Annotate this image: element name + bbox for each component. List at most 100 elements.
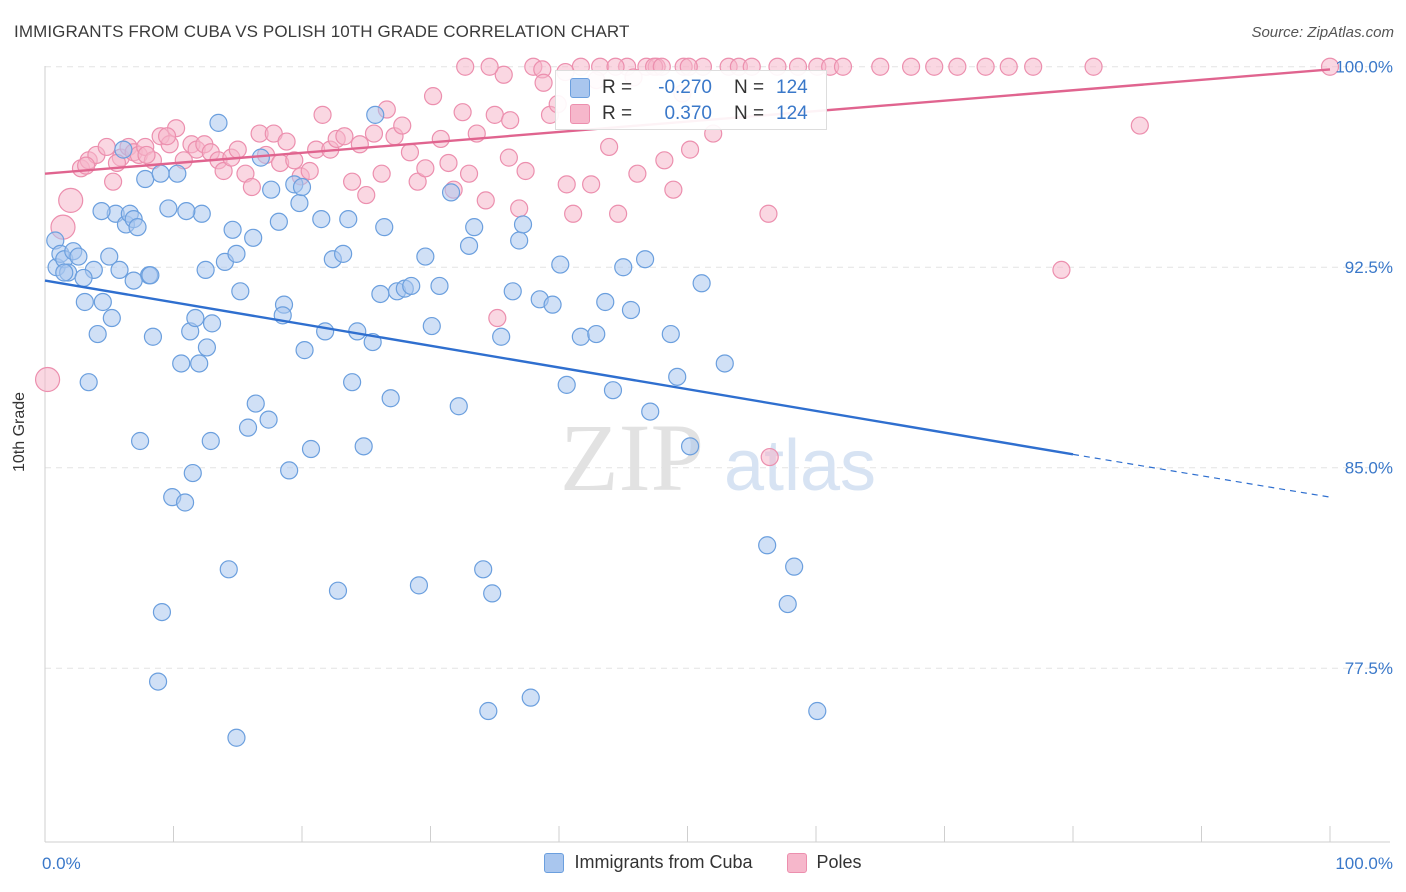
poles-point-110 — [456, 57, 475, 76]
poles-point-111 — [480, 57, 499, 76]
cuba-point-58 — [301, 439, 321, 459]
stats-n-value: 124 — [776, 103, 808, 124]
poles-point-6 — [97, 137, 116, 157]
poles-point-105 — [1320, 57, 1340, 76]
poles-point-59 — [476, 191, 495, 210]
legend-swatch-cuba — [544, 852, 565, 873]
stats-swatch-poles — [570, 104, 590, 124]
poles-point-108 — [760, 447, 779, 467]
poles-point-42 — [350, 135, 369, 154]
cuba-point-65 — [343, 373, 362, 392]
cuba-point-43 — [223, 220, 242, 239]
cuba-point-22 — [136, 169, 155, 189]
cuba-point-77 — [422, 316, 441, 336]
cuba-point-90 — [521, 688, 540, 707]
cuba-point-33 — [183, 463, 202, 483]
cuba-point-80 — [449, 397, 468, 416]
cuba-point-119 — [55, 263, 74, 282]
poles-point-99 — [976, 57, 995, 76]
poles-point-64 — [516, 161, 535, 181]
cuba-point-36 — [192, 204, 211, 223]
watermark: ZIP atlas — [560, 404, 876, 511]
axes — [44, 66, 1390, 843]
cuba-point-76 — [416, 247, 435, 266]
cuba-point-122 — [151, 164, 170, 183]
poles-point-75 — [609, 204, 628, 223]
poles-point-80 — [655, 151, 674, 170]
cuba-point-85 — [483, 584, 502, 603]
cuba-point-94 — [557, 375, 576, 394]
cuba-point-46 — [238, 418, 258, 437]
tick-labels: 77.5% 85.0% 92.5% 100.0% 0.0% 100.0% — [42, 58, 1393, 873]
cuba-point-86 — [492, 327, 511, 346]
cuba-point-67 — [354, 437, 373, 456]
cuba-point-27 — [159, 199, 178, 218]
cuba-point-87 — [503, 282, 522, 301]
trend-line-cuba-extension — [1072, 453, 1331, 498]
cuba-point-102 — [641, 402, 660, 421]
poles-point-0 — [34, 366, 61, 393]
legend-item-poles[interactable]: Poles — [786, 852, 862, 873]
poles-point-60 — [485, 105, 504, 124]
legend-item-cuba[interactable]: Immigrants from Cuba — [544, 852, 753, 873]
poles-point-41 — [343, 172, 362, 191]
poles-point-103 — [1084, 57, 1103, 76]
cuba-point-98 — [603, 381, 623, 400]
poles-point-69 — [557, 175, 576, 194]
poles-point-25 — [228, 140, 247, 159]
poles-point-53 — [431, 129, 450, 149]
poles-point-32 — [277, 132, 296, 151]
poles-point-63 — [510, 199, 529, 218]
poles-point-77 — [628, 164, 647, 183]
cuba-point-70 — [375, 218, 394, 237]
cuba-point-105 — [680, 437, 700, 456]
chart-title: IMMIGRANTS FROM CUBA VS POLISH 10TH GRAD… — [14, 22, 630, 41]
cuba-point-78 — [430, 276, 449, 296]
poles-point-94 — [833, 57, 853, 76]
cuba-point-20 — [128, 218, 147, 237]
cuba-point-51 — [262, 180, 281, 199]
x-tick-label-0: 0.0% — [42, 854, 81, 873]
cuba-point-112 — [227, 728, 246, 747]
cuba-point-40 — [209, 113, 228, 132]
poles-point-102 — [1052, 260, 1071, 280]
cuba-point-84 — [479, 701, 498, 721]
cuba-point-101 — [635, 250, 655, 269]
cuba-point-103 — [661, 324, 680, 344]
poles-point-23 — [214, 161, 233, 181]
poles-point-44 — [364, 124, 384, 143]
cuba-point-48 — [246, 394, 265, 413]
poles-point-40 — [335, 127, 354, 146]
poles-point-95 — [871, 57, 890, 76]
y-tick-label-3: 100.0% — [1335, 58, 1393, 77]
cuba-point-109 — [778, 594, 797, 614]
poles-point-52 — [423, 87, 443, 106]
cuba-point-31 — [175, 493, 195, 512]
legend: Immigrants from Cuba Poles — [0, 852, 1406, 873]
stats-r-label: R = — [602, 77, 633, 98]
cuba-point-50 — [259, 410, 278, 429]
poles-point-113 — [534, 73, 553, 92]
cuba-point-54 — [280, 461, 299, 480]
cuba-point-114 — [292, 177, 312, 197]
poles-point-104 — [1130, 116, 1149, 135]
cuba-point-118 — [141, 266, 160, 285]
stats-swatch-cuba — [570, 78, 590, 98]
cuba-point-64 — [339, 210, 358, 229]
cuba-point-71 — [381, 389, 400, 408]
poles-point-112 — [501, 111, 520, 130]
cuba-point-108 — [758, 536, 777, 555]
cuba-point-95 — [571, 327, 590, 346]
cuba-point-120 — [92, 201, 111, 221]
stats-n-label: N = — [734, 77, 765, 98]
grid-lines — [45, 66, 1390, 669]
cuba-point-34 — [186, 308, 205, 328]
series-cuba-points — [46, 105, 827, 747]
poles-point-50 — [408, 172, 427, 191]
poles-point-100 — [999, 57, 1018, 76]
cuba-point-21 — [130, 431, 150, 451]
poles-point-51 — [416, 159, 435, 178]
cuba-point-115 — [366, 105, 385, 124]
cuba-point-13 — [102, 308, 121, 328]
